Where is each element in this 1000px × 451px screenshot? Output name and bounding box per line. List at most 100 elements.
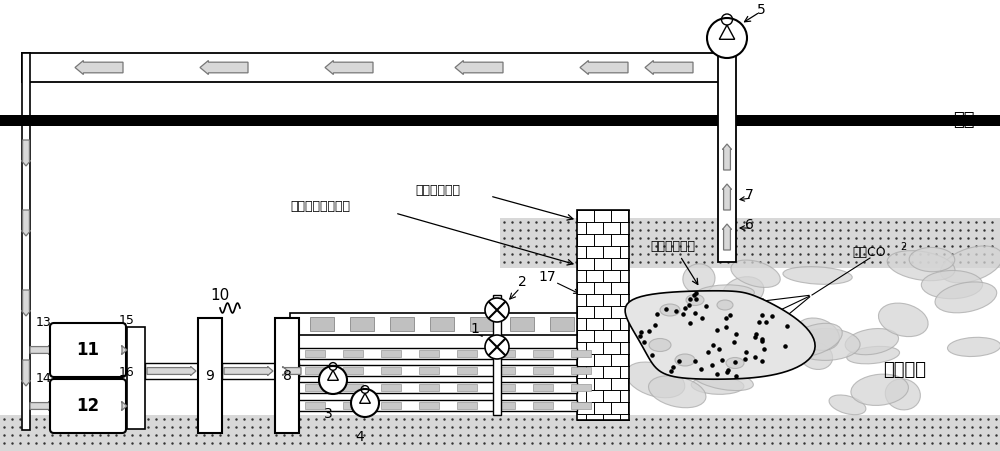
Bar bbox=[305, 402, 325, 409]
Bar bbox=[275, 318, 299, 433]
Ellipse shape bbox=[940, 246, 1000, 283]
Bar bbox=[290, 363, 299, 379]
Ellipse shape bbox=[909, 248, 955, 272]
Bar bbox=[571, 367, 591, 374]
Polygon shape bbox=[200, 60, 248, 74]
Polygon shape bbox=[147, 367, 196, 376]
Polygon shape bbox=[22, 210, 30, 236]
Ellipse shape bbox=[683, 264, 715, 294]
Ellipse shape bbox=[885, 379, 920, 410]
Ellipse shape bbox=[687, 349, 721, 374]
FancyBboxPatch shape bbox=[50, 323, 126, 377]
Bar bbox=[343, 367, 363, 374]
Bar bbox=[419, 402, 439, 409]
Ellipse shape bbox=[783, 267, 852, 284]
Ellipse shape bbox=[717, 300, 733, 310]
Ellipse shape bbox=[691, 377, 744, 394]
Bar bbox=[419, 367, 439, 374]
Ellipse shape bbox=[847, 346, 900, 364]
Bar bbox=[381, 350, 401, 357]
Text: 2: 2 bbox=[518, 275, 526, 289]
Bar bbox=[290, 382, 577, 393]
Ellipse shape bbox=[728, 327, 774, 359]
Bar bbox=[305, 350, 325, 357]
Polygon shape bbox=[625, 291, 815, 379]
Polygon shape bbox=[722, 144, 732, 170]
Ellipse shape bbox=[675, 354, 695, 366]
Text: 11: 11 bbox=[76, 341, 100, 359]
Bar bbox=[290, 365, 577, 376]
Text: 地下水库顶板: 地下水库顶板 bbox=[415, 184, 460, 197]
Bar bbox=[198, 318, 222, 433]
Ellipse shape bbox=[791, 328, 860, 360]
Bar bbox=[500, 218, 1000, 268]
Bar bbox=[571, 402, 591, 409]
Polygon shape bbox=[30, 345, 54, 354]
Bar bbox=[343, 384, 363, 391]
Text: 17: 17 bbox=[538, 270, 556, 284]
Circle shape bbox=[485, 298, 509, 322]
Circle shape bbox=[351, 389, 379, 417]
Bar bbox=[305, 367, 325, 374]
Polygon shape bbox=[75, 60, 123, 74]
Bar bbox=[510, 317, 534, 331]
Polygon shape bbox=[580, 60, 628, 74]
Text: 4: 4 bbox=[356, 430, 364, 444]
Text: 9: 9 bbox=[206, 368, 214, 382]
Polygon shape bbox=[22, 360, 30, 386]
Bar bbox=[577, 210, 629, 420]
Ellipse shape bbox=[726, 358, 744, 368]
Ellipse shape bbox=[708, 340, 752, 359]
Bar bbox=[290, 400, 577, 411]
Bar bbox=[533, 402, 553, 409]
Text: 地下水库: 地下水库 bbox=[884, 361, 926, 379]
Ellipse shape bbox=[786, 323, 842, 356]
Text: 5: 5 bbox=[757, 3, 766, 17]
Bar bbox=[495, 367, 515, 374]
Bar bbox=[22, 53, 730, 82]
Polygon shape bbox=[22, 290, 30, 316]
Ellipse shape bbox=[677, 347, 712, 371]
Ellipse shape bbox=[878, 303, 928, 336]
Bar bbox=[127, 327, 145, 429]
Bar bbox=[470, 317, 494, 331]
Text: 1: 1 bbox=[471, 322, 479, 336]
Bar bbox=[145, 363, 198, 379]
Bar bbox=[310, 317, 334, 331]
Ellipse shape bbox=[732, 329, 769, 348]
Bar bbox=[350, 317, 374, 331]
Bar bbox=[430, 317, 454, 331]
Ellipse shape bbox=[731, 260, 780, 287]
Polygon shape bbox=[122, 345, 127, 354]
Text: 12: 12 bbox=[76, 397, 100, 415]
Bar bbox=[495, 402, 515, 409]
Circle shape bbox=[485, 335, 509, 359]
Bar bbox=[390, 317, 414, 331]
Text: 7: 7 bbox=[745, 188, 754, 202]
Circle shape bbox=[707, 18, 747, 58]
Text: 16: 16 bbox=[119, 367, 135, 379]
Text: 8: 8 bbox=[283, 368, 291, 382]
Bar bbox=[305, 384, 325, 391]
Bar bbox=[533, 350, 553, 357]
Ellipse shape bbox=[626, 362, 685, 398]
Bar bbox=[457, 350, 477, 357]
Text: 13: 13 bbox=[36, 316, 52, 328]
Polygon shape bbox=[122, 401, 127, 410]
Ellipse shape bbox=[921, 271, 983, 299]
Bar bbox=[22, 53, 30, 82]
Bar bbox=[343, 402, 363, 409]
Circle shape bbox=[319, 366, 347, 394]
Polygon shape bbox=[325, 60, 373, 74]
Polygon shape bbox=[22, 140, 30, 166]
Text: 2: 2 bbox=[900, 242, 906, 252]
Bar bbox=[533, 367, 553, 374]
Ellipse shape bbox=[649, 376, 706, 408]
Bar bbox=[0, 115, 1000, 126]
FancyBboxPatch shape bbox=[50, 379, 126, 433]
Polygon shape bbox=[645, 60, 693, 74]
Text: 15: 15 bbox=[119, 313, 135, 327]
Bar bbox=[0, 415, 1000, 451]
Bar bbox=[493, 295, 501, 415]
Bar bbox=[290, 348, 577, 359]
